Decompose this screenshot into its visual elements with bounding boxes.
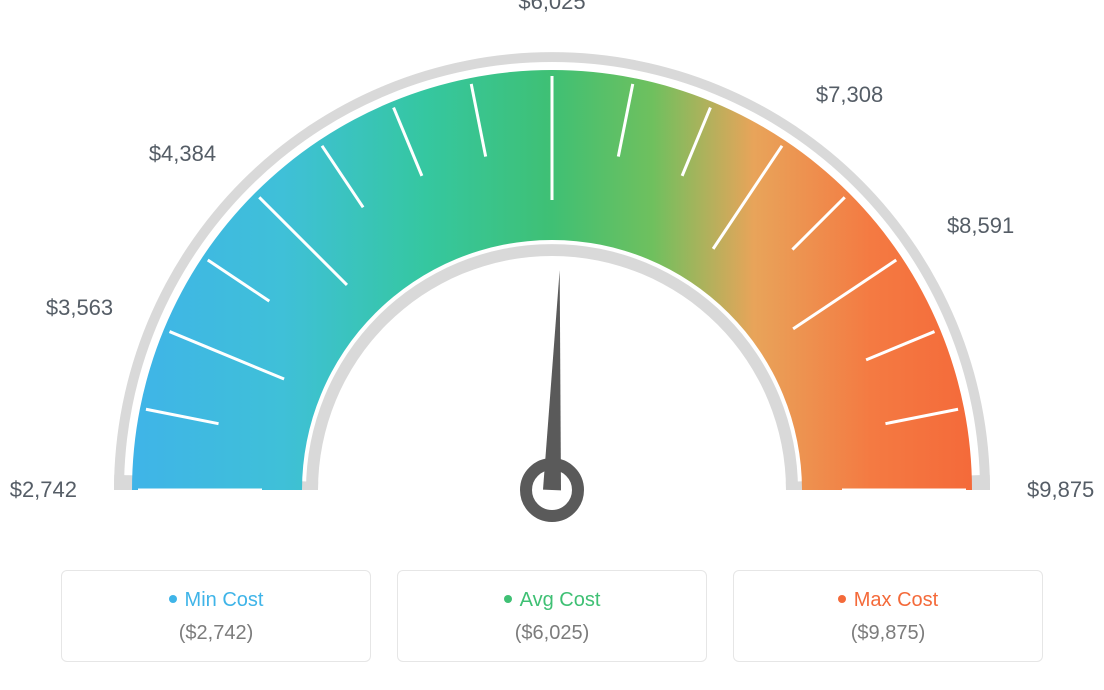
legend-title-max: Max Cost	[744, 589, 1032, 612]
dot-icon	[169, 595, 177, 603]
legend-card-min: Min Cost ($2,742)	[61, 570, 371, 662]
gauge-tick-label: $8,591	[947, 213, 1014, 239]
gauge-tick-label: $4,384	[149, 141, 216, 167]
legend-value-max: ($9,875)	[744, 622, 1032, 645]
legend-title-avg: Avg Cost	[408, 589, 696, 612]
legend-row: Min Cost ($2,742) Avg Cost ($6,025) Max …	[20, 570, 1084, 662]
legend-card-max: Max Cost ($9,875)	[733, 570, 1043, 662]
legend-value-min: ($2,742)	[72, 622, 360, 645]
gauge-chart: $2,742$3,563$4,384$6,025$7,308$8,591$9,8…	[22, 20, 1082, 540]
legend-title-text: Avg Cost	[520, 589, 601, 611]
gauge-tick-label: $3,563	[46, 295, 113, 321]
gauge-tick-label: $7,308	[816, 82, 883, 108]
legend-title-min: Min Cost	[72, 589, 360, 612]
dot-icon	[504, 595, 512, 603]
legend-title-text: Min Cost	[185, 589, 264, 611]
gauge-tick-label: $6,025	[518, 0, 585, 15]
gauge-svg	[22, 20, 1082, 540]
dot-icon	[838, 595, 846, 603]
legend-value-avg: ($6,025)	[408, 622, 696, 645]
legend-title-text: Max Cost	[854, 589, 938, 611]
gauge-tick-label: $9,875	[1027, 477, 1094, 503]
legend-card-avg: Avg Cost ($6,025)	[397, 570, 707, 662]
gauge-tick-label: $2,742	[10, 477, 77, 503]
